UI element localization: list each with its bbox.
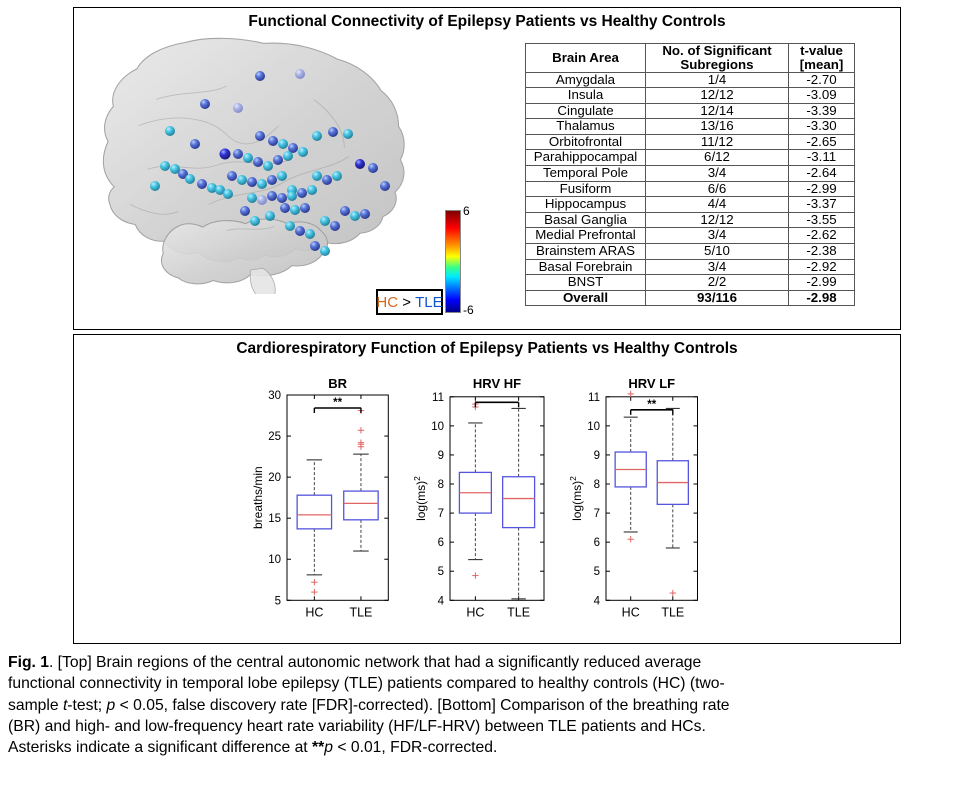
svg-text:**: ** <box>333 397 342 409</box>
svg-text:4: 4 <box>594 595 601 607</box>
svg-text:HC: HC <box>466 605 484 619</box>
svg-text:11: 11 <box>588 392 600 404</box>
svg-text:TLE: TLE <box>349 605 372 619</box>
svg-text:5: 5 <box>274 595 280 607</box>
svg-text:6: 6 <box>437 537 443 549</box>
svg-text:8: 8 <box>437 479 443 491</box>
svg-text:breaths/min: breaths/min <box>251 466 265 529</box>
svg-text:10: 10 <box>268 554 281 566</box>
svg-text:7: 7 <box>437 508 443 520</box>
svg-text:**: ** <box>647 399 656 411</box>
svg-text:TLE: TLE <box>507 605 530 619</box>
svg-text:20: 20 <box>268 472 281 484</box>
svg-text:TLE: TLE <box>662 605 685 619</box>
svg-text:BR: BR <box>328 376 347 391</box>
svg-text:HRV LF: HRV LF <box>629 376 676 391</box>
svg-text:HRV HF: HRV HF <box>473 376 521 391</box>
svg-text:25: 25 <box>268 431 281 443</box>
svg-text:7: 7 <box>594 508 600 520</box>
svg-text:15: 15 <box>268 513 281 525</box>
svg-text:5: 5 <box>437 566 443 578</box>
svg-text:10: 10 <box>431 421 444 433</box>
svg-text:5: 5 <box>594 566 600 578</box>
svg-text:4: 4 <box>437 595 444 607</box>
svg-text:HC: HC <box>305 605 323 619</box>
svg-text:10: 10 <box>587 421 600 433</box>
svg-text:HC: HC <box>622 605 640 619</box>
svg-text:8: 8 <box>594 479 600 491</box>
svg-text:log(ms)2: log(ms)2 <box>412 476 428 521</box>
svg-text:9: 9 <box>437 450 443 462</box>
svg-text:30: 30 <box>268 390 281 402</box>
svg-text:11: 11 <box>432 392 444 404</box>
svg-text:6: 6 <box>594 537 600 549</box>
svg-text:9: 9 <box>594 450 600 462</box>
svg-text:log(ms)2: log(ms)2 <box>568 476 584 521</box>
